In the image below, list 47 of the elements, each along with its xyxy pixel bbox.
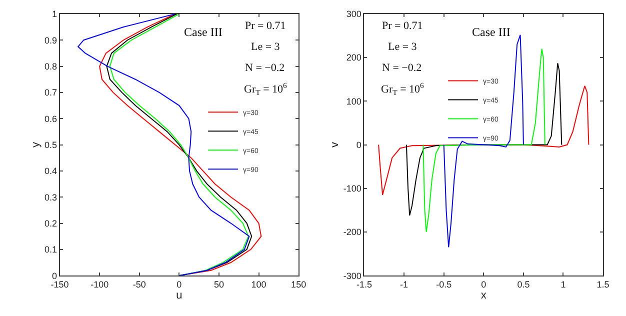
x-tick-label: 150	[291, 279, 306, 290]
x-tick-label: -150	[50, 279, 69, 290]
y-tick-label: 1	[52, 9, 57, 20]
annotation: N = −0.2	[245, 62, 285, 74]
line-series	[422, 48, 546, 232]
y-tick-label: 200	[346, 52, 362, 63]
y-tick-label: 0.3	[44, 192, 57, 202]
x-tick-label: -1	[400, 279, 408, 290]
annotation: Pr = 0.71	[382, 20, 423, 32]
y-tick-label: -200	[343, 227, 362, 238]
x-axis-title: x	[480, 290, 487, 302]
annotation: Pr = 0.71	[245, 20, 286, 32]
y-tick-label: 300	[346, 9, 362, 20]
y-tick-label: 0	[52, 270, 57, 281]
x-tick-label: 0	[481, 279, 486, 290]
x-tick-label: -1.5	[356, 279, 372, 290]
x-tick-label: -0.5	[436, 279, 452, 290]
y-axis-title: y	[30, 142, 42, 148]
y-tick-label: 0.2	[44, 218, 57, 228]
y-tick-label: -300	[343, 270, 362, 281]
y-tick-label: 0.6	[44, 114, 57, 124]
x-axis-title: u	[176, 290, 182, 302]
x-tick-label: 0	[176, 279, 182, 290]
y-tick-label: 0.4	[44, 166, 57, 176]
y-tick-label: 0.9	[44, 35, 57, 46]
y-tick-label: 0.1	[44, 244, 57, 255]
x-tick-label: -100	[90, 279, 109, 290]
x-tick-label: 0.5	[517, 279, 530, 290]
y-tick-label: 100	[346, 96, 362, 106]
annotation: Gr$_{T}$ = 10$^{6}$	[381, 81, 424, 97]
y-tick-label: 0.8	[44, 61, 57, 72]
annotation: N = −0.2	[382, 62, 422, 74]
x-tick-label: 50	[214, 279, 224, 290]
annotation: Le = 3	[388, 41, 418, 53]
annotation: Gr$_{T}$ = 10$^{6}$	[244, 81, 288, 97]
x-tick-label: 100	[251, 279, 266, 290]
annotation: Le = 3	[251, 41, 280, 53]
x-tick-label: 1	[560, 279, 566, 290]
y-tick-label: 0.5	[44, 140, 57, 150]
annotation: Case III	[472, 25, 510, 39]
y-tick-label: -100	[343, 184, 362, 194]
x-tick-label: 1.5	[596, 279, 610, 290]
y-axis-title: v	[329, 142, 342, 148]
y-tick-label: 0	[356, 140, 362, 150]
x-tick-label: -50	[132, 279, 146, 290]
y-tick-label: 0.7	[44, 88, 57, 98]
annotation: Case III	[184, 25, 222, 39]
